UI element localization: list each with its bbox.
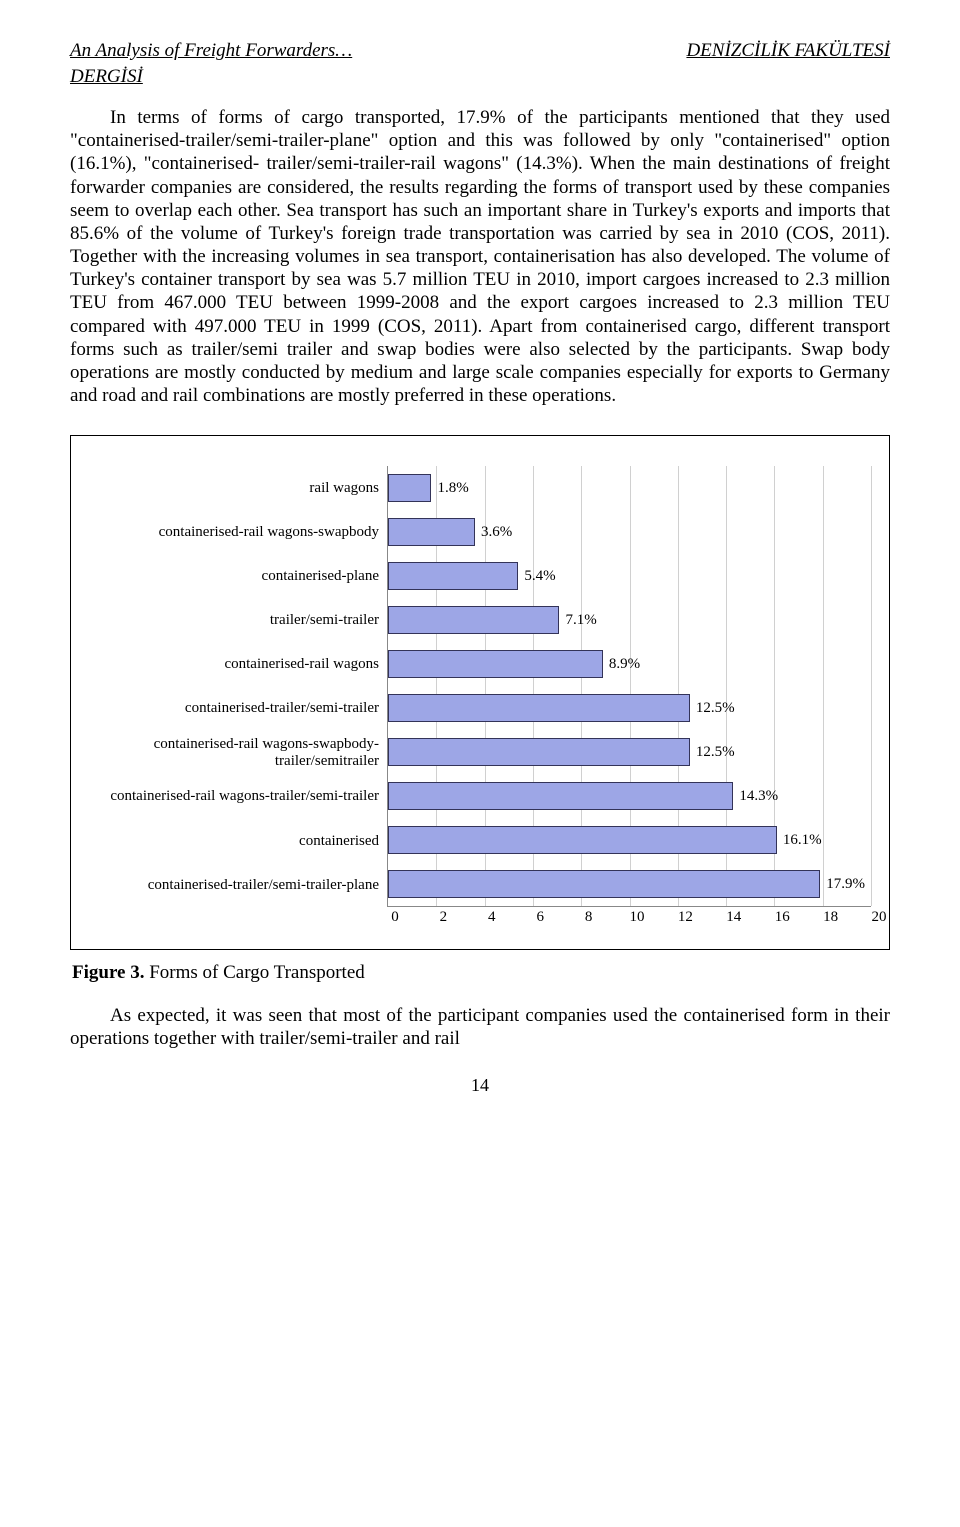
chart-bar-row: 14.3% <box>388 774 871 818</box>
chart-bar <box>388 650 603 678</box>
chart-ylabel: containerised <box>299 819 379 863</box>
figure-caption-text: Forms of Cargo Transported <box>144 962 364 983</box>
body-paragraph-2: As expected, it was seen that most of th… <box>70 1004 890 1050</box>
chart-bar-row: 7.1% <box>388 598 871 642</box>
chart-xtick: 18 <box>823 909 838 926</box>
chart-bar-value: 12.5% <box>696 700 735 717</box>
chart-bar-row: 17.9% <box>388 862 871 906</box>
chart-xtick: 6 <box>536 909 544 926</box>
chart-plot: 1.8% 3.6% 5.4% 7.1% 8.9% 12.5% 12.5% 14.3% 16.1%… <box>387 466 871 907</box>
figure-caption: Figure 3. Forms of Cargo Transported <box>72 962 890 984</box>
header-left: An Analysis of Freight Forwarders… <box>70 40 352 62</box>
chart-xtick: 12 <box>678 909 693 926</box>
chart-xtick: 0 <box>391 909 399 926</box>
chart-bar-value: 8.9% <box>609 656 640 673</box>
chart-bar-row: 3.6% <box>388 510 871 554</box>
chart-xtick: 20 <box>872 909 887 926</box>
chart-bar-row: 12.5% <box>388 730 871 774</box>
chart-bar-row: 16.1% <box>388 818 871 862</box>
page-number: 14 <box>70 1075 890 1096</box>
chart-ylabel: containerised-rail wagons-swapbody-trail… <box>89 731 379 775</box>
chart-bar <box>388 562 518 590</box>
chart-ylabel: containerised-trailer/semi-trailer <box>185 687 379 731</box>
chart-bar-row: 5.4% <box>388 554 871 598</box>
chart-bar-value: 5.4% <box>524 568 555 585</box>
chart-bar <box>388 606 559 634</box>
chart-bar-value: 3.6% <box>481 524 512 541</box>
body-paragraph-1: In terms of forms of cargo transported, … <box>70 106 890 407</box>
chart-bar-value: 16.1% <box>783 832 822 849</box>
chart-ylabel: rail wagons <box>309 466 379 510</box>
chart-bar <box>388 826 777 854</box>
chart-ylabels: rail wagonscontainerised-rail wagons-swa… <box>89 466 387 907</box>
chart-ylabel: containerised-rail wagons-swapbody <box>159 510 379 554</box>
chart-bars: 1.8% 3.6% 5.4% 7.1% 8.9% 12.5% 12.5% 14.3% 16.1%… <box>388 466 871 906</box>
chart-bar <box>388 870 820 898</box>
chart-bar-row: 1.8% <box>388 466 871 510</box>
chart-container: rail wagonscontainerised-rail wagons-swa… <box>70 435 890 950</box>
chart-bar-value: 17.9% <box>826 876 865 893</box>
chart-bar <box>388 474 431 502</box>
chart-bar-row: 8.9% <box>388 642 871 686</box>
chart-xtick: 10 <box>630 909 645 926</box>
running-header: An Analysis of Freight Forwarders… DENİZ… <box>70 40 890 62</box>
figure-caption-label: Figure 3. <box>72 962 144 983</box>
chart-xtick: 16 <box>775 909 790 926</box>
chart-bar-value: 1.8% <box>437 480 468 497</box>
chart-xtick: 14 <box>726 909 741 926</box>
chart-ylabel: trailer/semi-trailer <box>270 599 379 643</box>
chart-xtick: 8 <box>585 909 593 926</box>
chart-bar-value: 12.5% <box>696 744 735 761</box>
chart-bar-value: 14.3% <box>739 788 778 805</box>
chart-bar <box>388 782 733 810</box>
chart-ylabel: containerised-trailer/semi-trailer-plane <box>148 863 379 907</box>
chart-ylabel: containerised-rail wagons <box>224 643 379 687</box>
chart-gridline <box>871 466 872 906</box>
chart-bar-row: 12.5% <box>388 686 871 730</box>
chart-xtick: 2 <box>440 909 448 926</box>
header-sub: DERGİSİ <box>70 66 890 88</box>
chart-ylabel: containerised-rail wagons-trailer/semi-t… <box>110 775 379 819</box>
chart-bar <box>388 518 475 546</box>
chart-bar-value: 7.1% <box>565 612 596 629</box>
chart-area: rail wagonscontainerised-rail wagons-swa… <box>89 466 871 907</box>
chart-bar <box>388 694 690 722</box>
chart-xaxis: 02468101214161820 <box>395 909 879 931</box>
chart-xtick: 4 <box>488 909 496 926</box>
header-right: DENİZCİLİK FAKÜLTESİ <box>686 40 890 62</box>
chart-bar <box>388 738 690 766</box>
chart-ylabel: containerised-plane <box>262 554 379 598</box>
